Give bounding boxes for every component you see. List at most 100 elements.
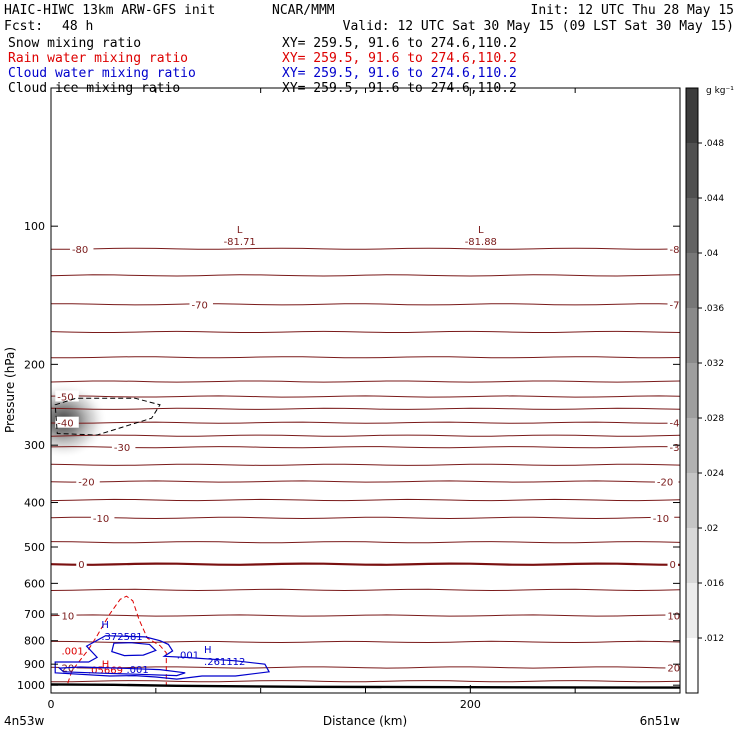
temperature-label-bg [667,298,680,310]
rain-max-symbol: H [102,659,110,670]
y-tick-label: 400 [24,497,45,510]
colorbar-swatch [686,473,698,528]
temperature-label-bg [76,475,100,487]
colorbar-swatch [686,143,698,198]
y-tick-label: 100 [24,220,45,233]
colorbar-swatch [686,528,698,583]
temperature-contour-line [51,395,680,398]
cloud-water-max-value: .372581 [101,632,142,643]
colorbar: .012 .016 .02 .024 .028 .032 .036 .04 .044 .048 [685,87,724,694]
temperature-contour-line [51,303,680,306]
y-tick-label: 200 [24,358,45,371]
temperature-label-bg [667,558,679,570]
colorbar-swatch [686,308,698,363]
field-name-snow: Snow mixing ratio [8,36,141,51]
colorbar-unit: g kg⁻¹ [706,86,734,96]
colorbar-swatch [686,583,698,638]
temperature-contour-line [51,380,680,383]
header: HAIC-HIWC 13km ARW-GFS init NCAR/MMM Ini… [4,3,734,96]
surface-pressure-line [51,683,680,689]
cloud-water-lower-contour [57,666,186,677]
colorbar-swatch [686,638,698,693]
temperature-low-value: -81.88 [465,237,497,248]
rain-max-value: .05669 [88,665,123,676]
cloud-water-contour-label: .001 [177,651,199,662]
temperature-label-bg [59,661,77,673]
cloud-water-contour-label: .001 [126,665,148,676]
temperature-label-bg [59,609,77,621]
temperature-contour-line [51,541,680,544]
y-tick-label: 900 [24,658,45,671]
colorbar-swatch [686,253,698,308]
cloud-water-max-symbol: H [101,620,109,631]
temperature-contour-label: -30 [670,443,686,454]
temperature-low-bg [221,235,258,247]
temperature-contour-line [51,666,680,669]
temperature-label-bg [76,558,87,570]
temperature-contour-line [51,562,680,566]
temperature-contour-line [51,421,680,424]
forecast-hours: 48 h [62,19,93,34]
temperature-contour-label: -70 [670,300,686,311]
field-name-rain: Rain water mixing ratio [8,51,188,66]
temperature-low-symbol: L [237,225,243,236]
temperature-contour-line [51,640,680,644]
temperature-contour-line [51,446,680,449]
y-tick-label: 800 [24,635,45,648]
temperature-contour-label: -10 [93,514,109,525]
temperature-low-bg [462,235,499,247]
temperature-low-value: -81.71 [224,237,256,248]
temperature-contour-line [51,463,680,466]
temperature-low-symbol: L [478,225,484,236]
snow-contour [54,397,161,436]
field-xy-cloud-water: XY= 259.5, 91.6 to 274.6,110.2 [282,66,517,81]
colorbar-swatch [686,198,698,253]
temperature-contour-label: -40 [670,419,686,430]
y-tick-label: 500 [24,541,45,554]
colorbar-tick-label: .016 [704,579,724,589]
temperature-label-bg [55,390,79,402]
plot-frame [50,87,681,694]
temperature-label-bg [111,441,136,453]
temperature-contour-label: -10 [653,514,669,525]
right-endpoint-label: 6n51w [640,714,681,728]
colorbar-swatch [686,88,698,143]
cloud-water-outer-contour [54,635,271,680]
model-title: HAIC-HIWC 13km ARW-GFS init [4,3,215,18]
temperature-contour-line [51,274,680,277]
cloud-water-max-symbol: H [204,645,212,656]
colorbar-tick-label: .02 [704,524,718,534]
temperature-label-bg [55,416,79,428]
temperature-contour-line [51,588,680,592]
colorbar-tick-label: .024 [704,469,724,479]
temperature-label-bg [667,441,680,453]
field-name-cloud-water: Cloud water mixing ratio [8,66,196,81]
colorbar-swatch [686,363,698,418]
rain-contour-label: .001 [61,647,83,658]
colorbar-tick-label: .04 [704,249,719,259]
temperature-contour-label: -70 [191,300,207,311]
temperature-label-bg [189,298,213,310]
temperature-contour-label: 0 [670,560,676,571]
forecast-label: Fcst: [4,19,43,34]
y-tick-label: 600 [24,577,45,590]
temperature-contour-label: -80 [72,245,88,256]
colorbar-swatch [686,418,698,473]
temperature-label-bg [650,511,675,523]
cloud-water-max-value: .261112 [204,657,245,668]
center-label: NCAR/MMM [272,3,335,18]
temperature-label-bg [654,475,679,487]
field-xy-snow: XY= 259.5, 91.6 to 274.6,110.2 [282,36,517,51]
temperature-contour-line [51,247,680,250]
temperature-label-bg [69,242,94,254]
temperature-contour-line [51,680,680,683]
temperature-contour-line [51,614,680,617]
temperature-label-bg [665,661,680,673]
x-tick-label: 200 [460,698,481,711]
y-tick-label: 300 [24,439,45,452]
temperature-contour-line [51,498,680,502]
x-tick-label: 0 [48,698,55,711]
temperature-contours: -80 -80 -70 -70 -50 -40 -40 -30 -30 -20 -20 -10 -10 0… [51,225,686,683]
temperature-contour-label: -40 [57,419,73,430]
field-xy-rain: XY= 259.5, 91.6 to 274.6,110.2 [282,51,517,66]
